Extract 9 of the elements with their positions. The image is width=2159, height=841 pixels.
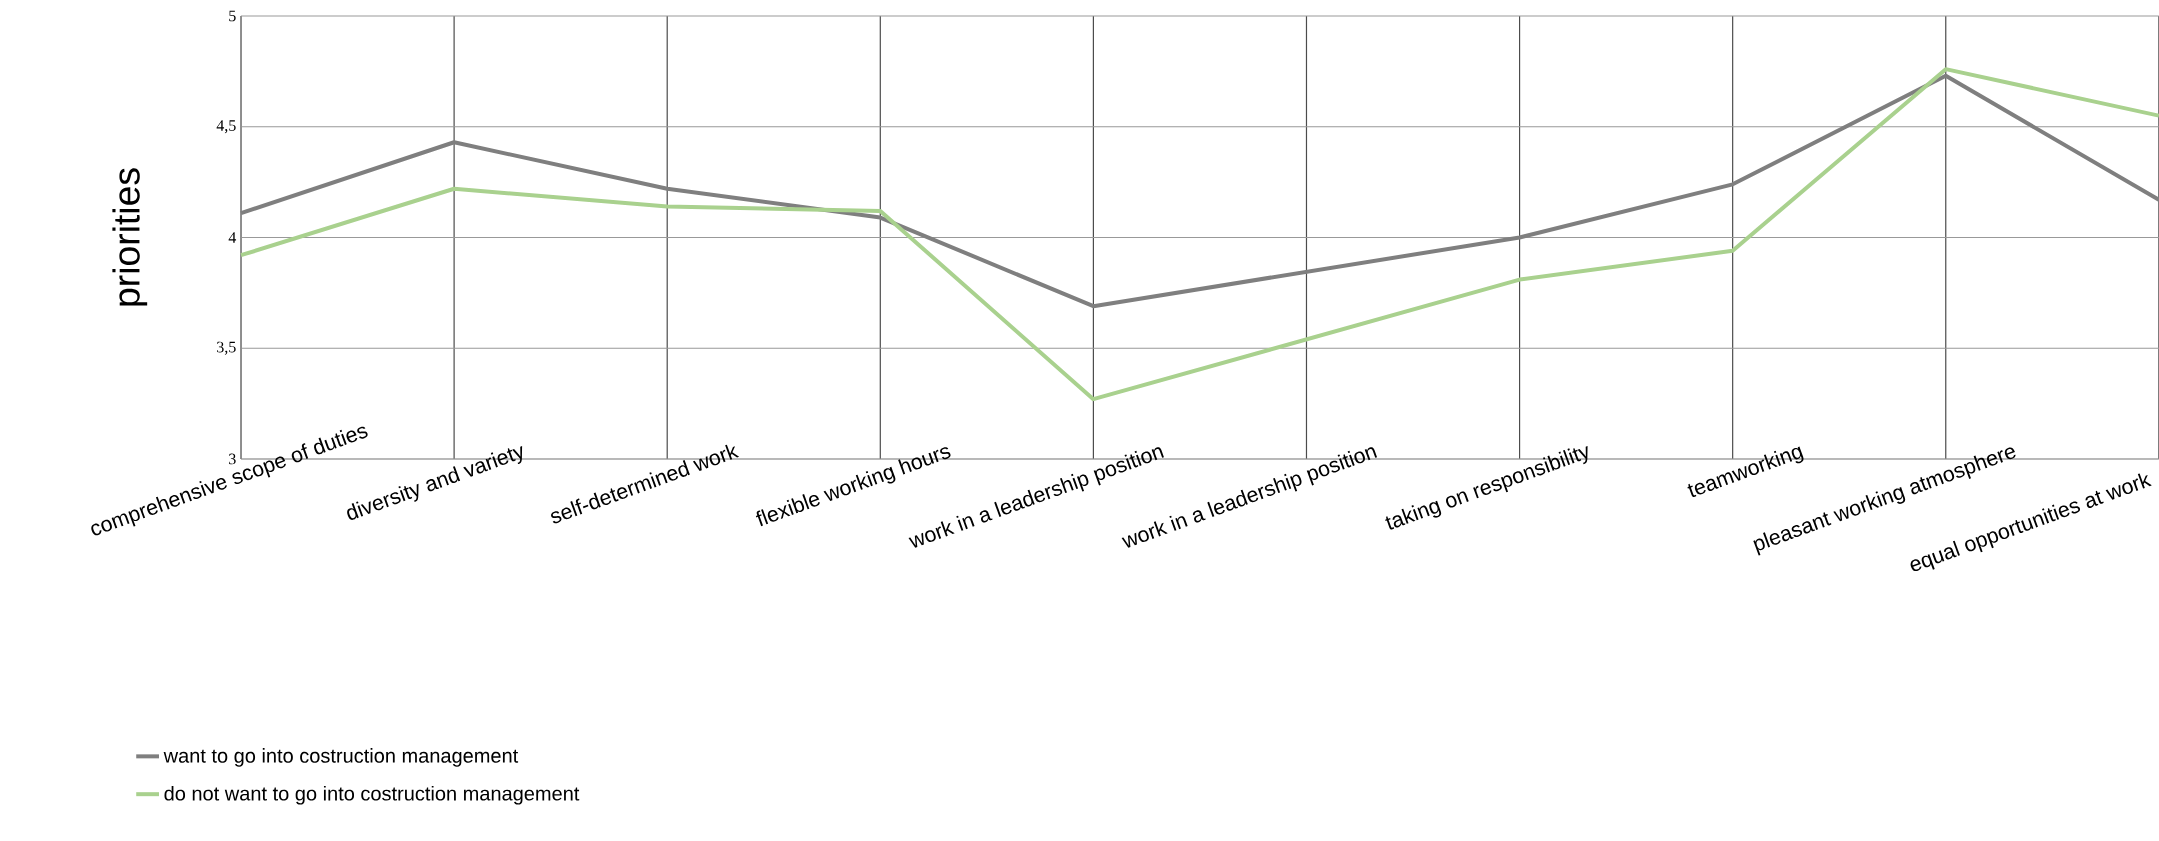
y-tick-label: 4,5 — [216, 120, 236, 134]
x-tick-label: diversity and variety — [347, 446, 523, 520]
legend-label: want to go into costruction management — [163, 748, 519, 767]
y-axis-title: priorities — [112, 168, 148, 306]
legend-label: do not want to go into costruction management — [164, 785, 580, 805]
y-tick-label: 3,5 — [217, 341, 236, 355]
y-tick-label: 4 — [228, 232, 237, 243]
line-series — [239, 67, 2159, 402]
y-tick-label: 5 — [229, 10, 236, 22]
